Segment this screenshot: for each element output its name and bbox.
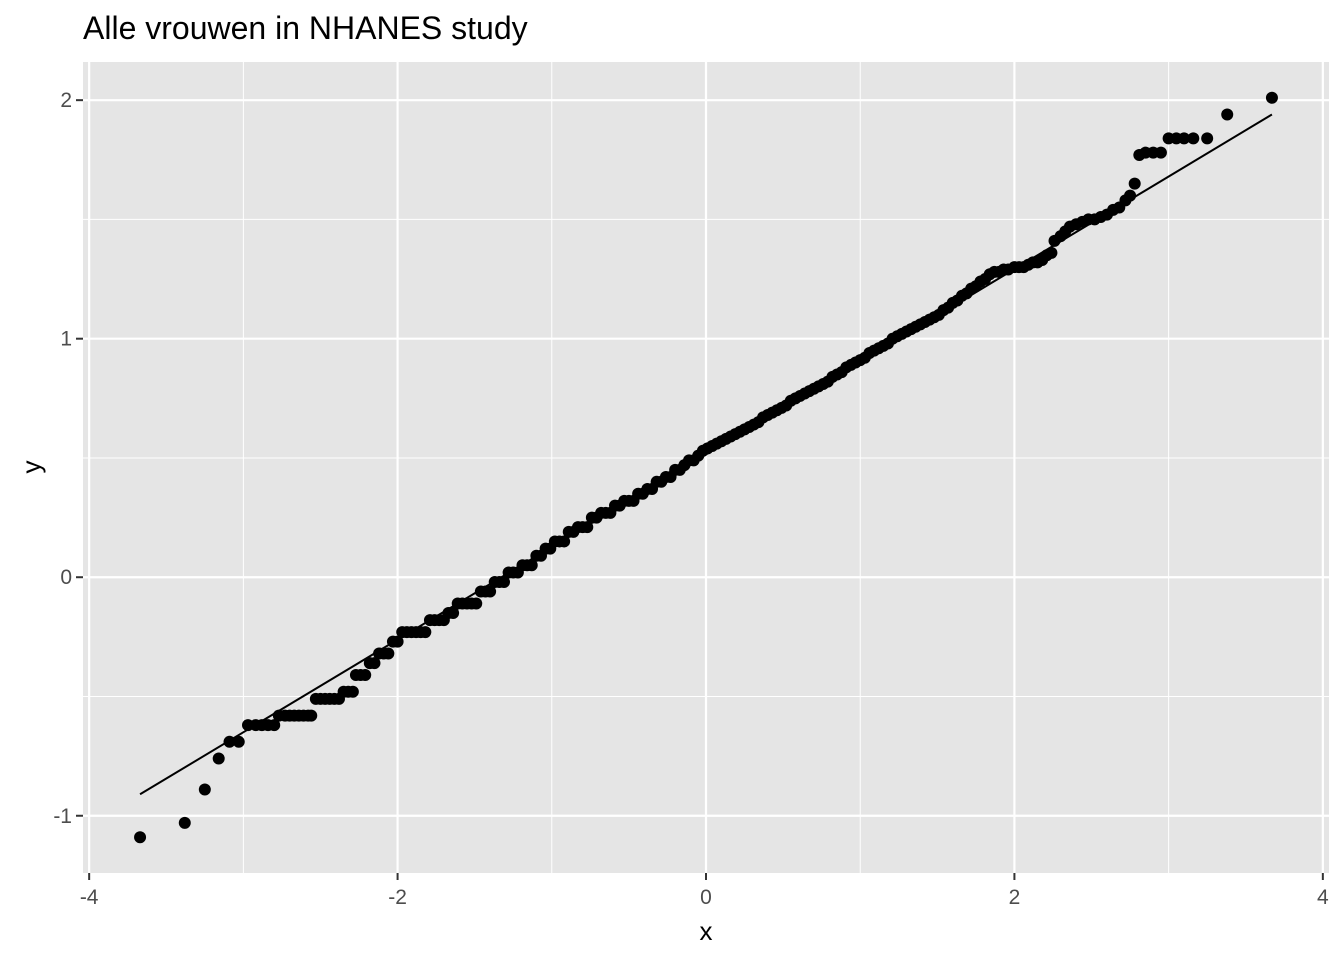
data-point <box>1154 146 1167 159</box>
data-point <box>212 752 225 765</box>
chart-title: Alle vrouwen in NHANES study <box>83 10 528 46</box>
data-point <box>1124 189 1137 202</box>
y-tick-label: -1 <box>53 805 72 828</box>
data-point <box>223 735 236 748</box>
data-point <box>305 709 318 722</box>
data-point <box>368 657 381 670</box>
data-point <box>497 575 510 588</box>
data-point <box>419 626 432 639</box>
x-tick-label: 2 <box>1009 886 1021 909</box>
data-point <box>1128 177 1141 190</box>
data-point <box>198 783 211 796</box>
data-points <box>134 91 1278 844</box>
data-point <box>1221 108 1234 121</box>
data-point <box>1187 132 1200 145</box>
x-tick-label: 0 <box>700 886 712 909</box>
data-point <box>581 521 594 534</box>
data-point <box>484 585 497 598</box>
data-point <box>382 647 395 660</box>
data-point <box>134 831 147 844</box>
grid-lines <box>83 62 1329 873</box>
data-point <box>470 597 483 610</box>
x-axis: -4 -2 0 2 4 <box>80 873 1329 909</box>
data-point <box>1178 132 1191 145</box>
data-point <box>558 535 571 548</box>
data-point <box>268 719 281 732</box>
x-tick-label: -2 <box>388 886 407 909</box>
data-point <box>447 607 460 620</box>
data-point <box>359 669 372 682</box>
y-tick-label: 2 <box>60 89 72 112</box>
data-point <box>1201 132 1214 145</box>
y-tick-label: 1 <box>60 328 72 351</box>
x-tick-label: 4 <box>1317 886 1329 909</box>
data-point <box>1045 246 1058 259</box>
data-point <box>1265 91 1278 104</box>
x-tick-label: -4 <box>80 886 99 909</box>
data-point <box>525 559 538 572</box>
data-point <box>391 635 404 648</box>
y-tick-label: 0 <box>60 566 72 589</box>
y-axis: -1 0 1 2 <box>53 89 83 828</box>
data-point <box>232 735 245 748</box>
y-axis-label: y <box>16 461 46 474</box>
data-point <box>178 816 191 829</box>
x-axis-label: x <box>700 916 713 946</box>
data-point <box>346 685 359 698</box>
